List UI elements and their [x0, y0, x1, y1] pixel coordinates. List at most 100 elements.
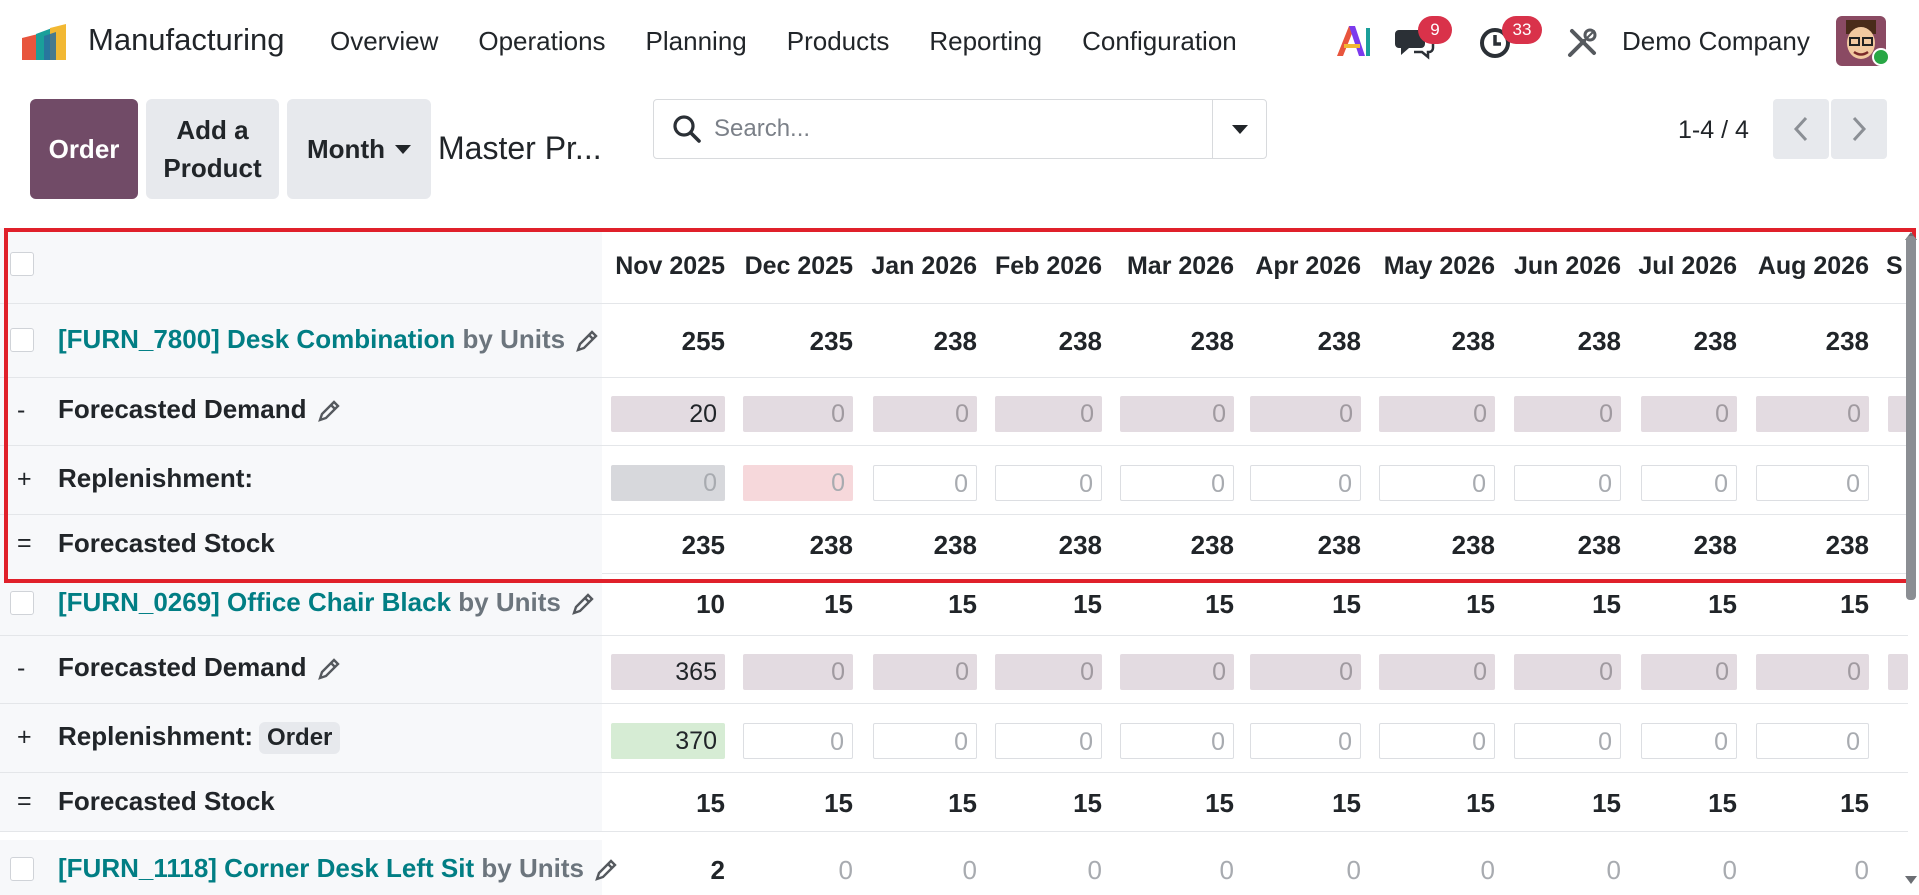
product-name-link[interactable]: [FURN_0269] Office Chair Black: [58, 587, 452, 617]
forecasted-demand-input[interactable]: 0: [1120, 654, 1234, 690]
menu-operations[interactable]: Operations: [478, 26, 606, 56]
replenishment-input[interactable]: 0: [1120, 464, 1234, 501]
replenishment-input[interactable]: 0: [1514, 722, 1621, 759]
forecasted-demand-input[interactable]: 0: [1379, 396, 1495, 432]
replenishment-input[interactable]: 0: [1641, 722, 1737, 759]
product-title: [FURN_0269] Office Chair Black by Units: [58, 587, 595, 618]
ai-icon[interactable]: [1335, 24, 1371, 58]
starting-inventory-cell: 0: [962, 855, 977, 885]
forecasted-demand-label: Forecasted Demand: [58, 394, 341, 425]
pager-value[interactable]: 1-4 / 4: [1678, 116, 1749, 144]
forecasted-demand-input[interactable]: 0: [1641, 396, 1737, 432]
search-options-toggle[interactable]: [1212, 100, 1266, 158]
select-all-checkbox[interactable]: [10, 252, 34, 276]
forecasted-demand-input[interactable]: 0: [873, 396, 977, 432]
order-tag[interactable]: Order: [259, 721, 341, 754]
search-input[interactable]: [714, 100, 1254, 158]
product-name-link[interactable]: [FURN_1118] Corner Desk Left Sit: [58, 853, 475, 883]
starting-inventory-cell: 15: [1592, 589, 1621, 619]
chevron-left-icon: [1793, 116, 1808, 142]
pencil-edit-icon[interactable]: [571, 592, 595, 616]
forecasted-demand-input-partial[interactable]: [1888, 654, 1908, 690]
replenishment-input[interactable]: 0: [873, 464, 977, 501]
product-checkbox[interactable]: [10, 857, 34, 881]
pager-previous-button[interactable]: [1773, 99, 1829, 159]
forecasted-demand-input[interactable]: 0: [995, 654, 1102, 690]
forecasted-demand-input[interactable]: 0: [1379, 654, 1495, 690]
order-button[interactable]: Order: [30, 99, 138, 199]
scroll-down-arrow[interactable]: [1905, 876, 1917, 884]
forecasted-stock-cell: 238: [1190, 529, 1234, 560]
manufacturing-app-logo[interactable]: [22, 24, 76, 60]
replenishment-input[interactable]: 0: [1641, 464, 1737, 501]
company-switcher[interactable]: Demo Company: [1622, 26, 1810, 56]
forecasted-demand-input[interactable]: 0: [1250, 654, 1361, 690]
menu-products[interactable]: Products: [786, 26, 890, 56]
replenishment-input[interactable]: 0: [995, 722, 1102, 759]
add-product-label: Add a Product: [163, 115, 262, 183]
forecasted-demand-input[interactable]: 0: [995, 396, 1102, 432]
pencil-edit-icon[interactable]: [317, 399, 341, 423]
replenishment-input[interactable]: 0: [1379, 722, 1495, 759]
forecasted-demand-input[interactable]: 0: [743, 654, 853, 690]
forecasted-stock-row: = Forecasted Stock 15 15 15 15 15 15 15 15 15 15: [0, 773, 1908, 832]
forecasted-demand-input[interactable]: 0: [1641, 654, 1737, 690]
starting-inventory-cell: 255: [681, 326, 725, 356]
forecasted-demand-input[interactable]: 0: [1514, 654, 1621, 690]
forecasted-stock-row: = Forecasted Stock 235 238 238 238 238 238 238 23…: [0, 515, 1908, 574]
replenishment-input[interactable]: 370: [611, 722, 725, 759]
product-name-link[interactable]: [FURN_7800] Desk Combination: [58, 324, 456, 354]
forecasted-demand-text: Forecasted Demand: [58, 394, 307, 424]
forecasted-stock-cell: 238: [1451, 529, 1495, 560]
period-dropdown-button[interactable]: Month: [287, 99, 431, 199]
forecasted-demand-input[interactable]: 0: [1756, 654, 1869, 690]
replenishment-input[interactable]: 0: [1250, 464, 1361, 501]
menu-reporting[interactable]: Reporting: [929, 26, 1043, 56]
pencil-edit-icon[interactable]: [575, 329, 599, 353]
replenishment-input[interactable]: 0: [1250, 722, 1361, 759]
app-name[interactable]: Manufacturing: [88, 22, 285, 57]
starting-inventory-cell: 0: [1219, 855, 1234, 885]
replenishment-input[interactable]: 0: [873, 722, 977, 759]
forecasted-stock-cell: 15: [1205, 787, 1234, 818]
replenishment-input[interactable]: 0: [743, 722, 853, 759]
menu-planning[interactable]: Planning: [645, 26, 747, 56]
forecasted-demand-input[interactable]: 0: [1120, 396, 1234, 432]
column-header: Jan 2026: [871, 252, 977, 280]
product-checkbox[interactable]: [10, 328, 34, 352]
starting-inventory-cell: 238: [1190, 326, 1234, 356]
forecasted-demand-input[interactable]: 0: [1250, 396, 1361, 432]
starting-inventory-cell: 235: [809, 326, 853, 356]
menu-configuration[interactable]: Configuration: [1082, 26, 1237, 56]
vertical-scrollbar[interactable]: [1906, 236, 1916, 600]
forecasted-demand-input[interactable]: 0: [1514, 396, 1621, 432]
forecasted-stock-label: Forecasted Stock: [58, 527, 275, 558]
user-avatar[interactable]: [1836, 16, 1886, 66]
forecasted-demand-input-partial[interactable]: [1888, 396, 1908, 432]
activity-clock-icon[interactable]: [1478, 26, 1512, 60]
forecasted-demand-input[interactable]: 0: [873, 654, 977, 690]
replenishment-input[interactable]: 0: [995, 464, 1102, 501]
product-checkbox[interactable]: [10, 591, 34, 615]
forecasted-demand-input[interactable]: 0: [1756, 396, 1869, 432]
replenishment-input[interactable]: 0: [1120, 722, 1234, 759]
replenishment-input[interactable]: 0: [1379, 464, 1495, 501]
forecasted-demand-input[interactable]: 365: [611, 654, 725, 690]
debug-tools-icon[interactable]: [1566, 27, 1598, 59]
pencil-edit-icon[interactable]: [594, 858, 618, 882]
forecasted-demand-input[interactable]: 20: [611, 396, 725, 432]
row-label-area: [0, 378, 602, 445]
starting-inventory-cell: 10: [696, 589, 725, 619]
replenishment-input[interactable]: 0: [1514, 464, 1621, 501]
replenishment-input[interactable]: 0: [611, 464, 725, 501]
add-product-button[interactable]: Add a Product: [146, 99, 279, 199]
online-status-dot: [1872, 48, 1890, 66]
menu-overview[interactable]: Overview: [330, 26, 439, 56]
replenishment-input[interactable]: 0: [743, 464, 853, 501]
column-header: Apr 2026: [1255, 252, 1361, 280]
replenishment-input[interactable]: 0: [1756, 464, 1869, 501]
pencil-edit-icon[interactable]: [317, 657, 341, 681]
forecasted-demand-input[interactable]: 0: [743, 396, 853, 432]
replenishment-input[interactable]: 0: [1756, 722, 1869, 759]
pager-next-button[interactable]: [1831, 99, 1887, 159]
